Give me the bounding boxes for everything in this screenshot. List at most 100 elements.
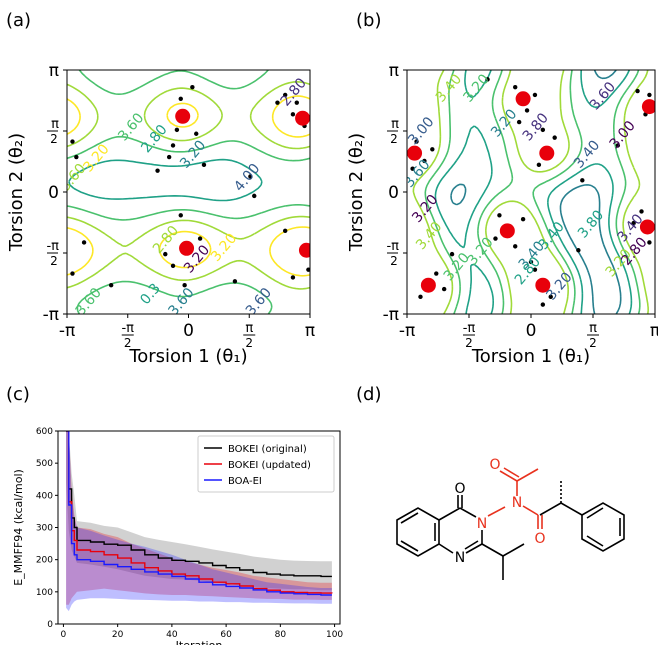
contour-line xyxy=(424,70,641,314)
sample-point xyxy=(282,92,288,98)
sample-point xyxy=(540,302,546,307)
sample-point xyxy=(282,228,288,234)
x-tick-label: 2 xyxy=(589,336,597,350)
sample-point xyxy=(516,119,522,125)
sample-point xyxy=(197,236,203,241)
contour-line xyxy=(67,81,310,290)
x-tick-label: 100 xyxy=(326,630,343,640)
legend: BOKEI (original) BOKEI (updated) BOA-EI xyxy=(197,435,335,493)
molecule-structure xyxy=(396,467,625,580)
contour-value-label: 3.20 xyxy=(208,231,240,265)
contour-line xyxy=(67,70,310,314)
y-tick-label: 2 xyxy=(390,132,398,146)
sample-point xyxy=(418,294,423,300)
sample-point xyxy=(635,88,640,94)
legend-label: BOKEI (original) xyxy=(228,444,307,455)
x-tick-label: -π xyxy=(121,321,134,336)
y-tick-label: 2 xyxy=(50,132,58,146)
ring-double-bond xyxy=(586,507,604,519)
x-tick-label: 0 xyxy=(526,321,537,341)
plot-frame xyxy=(66,69,311,315)
series-lines xyxy=(66,431,333,596)
contour-value-label: 3.00 xyxy=(405,114,437,148)
contour-value-label: 3.60 xyxy=(401,157,433,191)
sample-point xyxy=(252,193,257,199)
y-tick-label: 0 xyxy=(48,183,59,203)
sample-point xyxy=(174,127,180,133)
y-tick-label: 100 xyxy=(36,588,53,598)
bond xyxy=(539,502,562,516)
y-tick-label: π xyxy=(51,117,59,132)
bond xyxy=(487,506,506,517)
minimum-marker xyxy=(639,219,655,235)
x-axis-label: Torsion 1 (θ₁) xyxy=(128,346,247,367)
sample-point xyxy=(434,271,439,276)
y-axis-label: Torsion 2 (θ₂) xyxy=(6,133,27,252)
sample-point xyxy=(536,162,542,168)
sample-point xyxy=(166,154,172,160)
contour-line xyxy=(68,158,263,202)
sample-point xyxy=(306,267,310,272)
confidence-band xyxy=(66,431,332,605)
y-tick-label: 200 xyxy=(36,556,53,566)
y-tick-label: -π xyxy=(386,239,399,254)
benzene-ring-right xyxy=(581,502,625,552)
contour-value-label: 3.40 xyxy=(571,137,603,171)
series-line xyxy=(66,431,332,578)
y-tick-label: 600 xyxy=(36,427,53,437)
contour-panel-b: 3.403.203.803.403.203.603.203.40 3.202.80… xyxy=(346,61,658,367)
legend-box xyxy=(197,435,335,493)
x-axis-label: Torsion 1 (θ₁) xyxy=(471,346,590,367)
contour-value-label: 3.40 xyxy=(535,219,567,253)
sample-point xyxy=(615,143,621,148)
y-tick-label: 500 xyxy=(36,459,53,469)
x-tick-label: -π xyxy=(59,321,75,341)
contour-value-label: 4.00 xyxy=(231,161,263,195)
y-tick-label: 0 xyxy=(388,183,399,203)
sample-point xyxy=(532,267,538,272)
sample-point xyxy=(552,135,557,140)
sample-point xyxy=(182,283,187,288)
y-tick-label: π xyxy=(389,61,399,81)
sample-point xyxy=(414,139,419,144)
sample-point xyxy=(441,286,447,292)
sample-point xyxy=(513,244,518,249)
ring-double-bond xyxy=(400,540,419,552)
x-tick-label: -π xyxy=(463,321,476,336)
ring-double-bond xyxy=(586,535,604,547)
sample-point xyxy=(540,127,546,133)
sample-point xyxy=(290,275,296,280)
ring-double-bond xyxy=(400,512,419,524)
series-line xyxy=(66,431,332,596)
minima-markers-a xyxy=(175,108,310,258)
contour-value-label: 2.80 xyxy=(278,75,310,109)
minimum-marker xyxy=(641,99,655,115)
sample-points-a xyxy=(70,84,310,288)
sample-point xyxy=(290,112,296,117)
sample-point xyxy=(178,96,183,101)
sample-point xyxy=(294,100,299,105)
x-tick-label: 60 xyxy=(220,630,232,640)
sample-point xyxy=(639,209,644,214)
sample-point xyxy=(108,283,114,288)
bond xyxy=(503,467,520,478)
bond xyxy=(438,507,461,521)
sample-point xyxy=(248,174,253,179)
contour-value-label: 3.60 xyxy=(587,79,619,113)
sample-point xyxy=(449,251,455,257)
x-axis-label: Iteration xyxy=(176,639,223,645)
bond xyxy=(502,543,525,557)
panel-c-label: (c) xyxy=(6,384,30,405)
convergence-chart-c: 0 20 40 60 80 100 0 100 200 300 400 500 600 Iteration… xyxy=(12,427,343,645)
atom-label: O xyxy=(534,531,545,547)
contour-lines-b xyxy=(412,70,649,314)
y-tick-label: 300 xyxy=(36,524,53,534)
sample-point xyxy=(513,84,518,90)
y-tick-label: 400 xyxy=(36,491,53,501)
sample-point xyxy=(275,100,280,105)
sample-point xyxy=(163,251,168,257)
sample-point xyxy=(528,259,534,265)
contour-lines-a xyxy=(67,70,310,314)
